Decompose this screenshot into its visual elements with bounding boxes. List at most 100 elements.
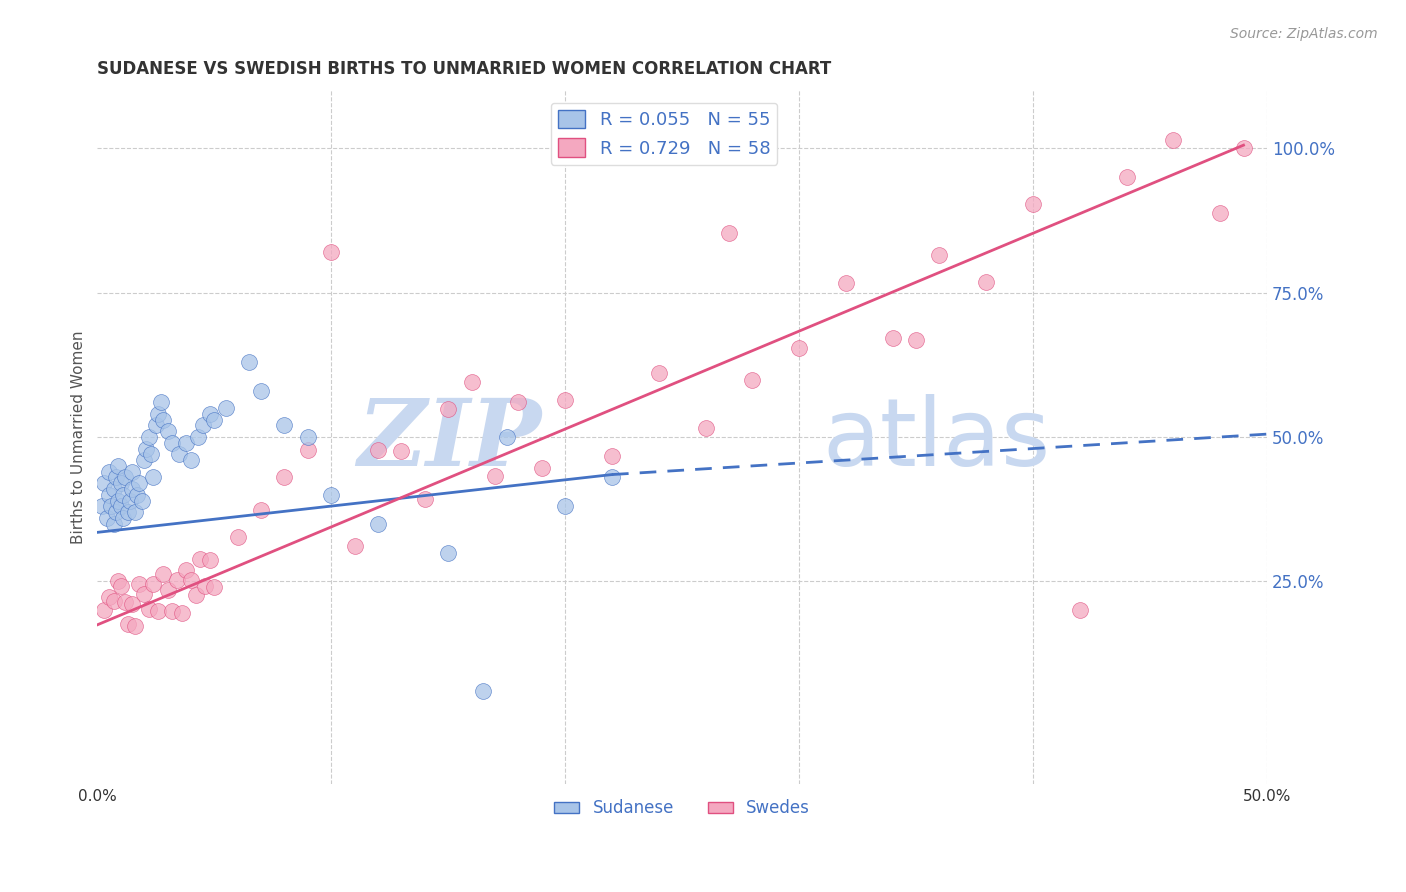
Point <box>554 393 576 408</box>
Point <box>146 604 169 618</box>
Point <box>127 488 149 502</box>
Point <box>156 582 179 597</box>
Point <box>174 563 197 577</box>
Legend: Sudanese, Swedes: Sudanese, Swedes <box>548 793 817 824</box>
Point <box>297 430 319 444</box>
Point <box>882 331 904 345</box>
Point <box>928 248 950 262</box>
Y-axis label: Births to Unmarried Women: Births to Unmarried Women <box>72 330 86 544</box>
Point <box>120 493 142 508</box>
Point <box>198 553 221 567</box>
Point <box>600 470 623 484</box>
Point <box>273 470 295 484</box>
Point <box>107 458 129 473</box>
Point <box>91 500 114 514</box>
Point <box>160 604 183 618</box>
Point <box>145 418 167 433</box>
Point <box>103 593 125 607</box>
Point <box>297 443 319 458</box>
Point <box>98 488 121 502</box>
Point <box>114 470 136 484</box>
Point <box>121 598 143 612</box>
Point <box>142 577 165 591</box>
Point <box>135 442 157 456</box>
Point <box>152 567 174 582</box>
Point <box>1209 206 1232 220</box>
Point <box>131 493 153 508</box>
Point <box>188 551 211 566</box>
Point <box>321 245 343 260</box>
Point <box>160 435 183 450</box>
Point <box>128 577 150 591</box>
Point <box>149 395 172 409</box>
Point <box>107 493 129 508</box>
Point <box>112 511 135 525</box>
Point <box>105 505 128 519</box>
Point <box>250 503 273 517</box>
Point <box>198 407 221 421</box>
Point <box>128 476 150 491</box>
Point <box>124 505 146 519</box>
Point <box>194 578 217 592</box>
Point <box>93 603 115 617</box>
Point <box>226 530 249 544</box>
Point <box>1115 169 1137 184</box>
Point <box>215 401 238 416</box>
Point <box>146 407 169 421</box>
Point <box>121 465 143 479</box>
Point <box>103 516 125 531</box>
Point <box>134 587 156 601</box>
Point <box>202 581 225 595</box>
Point <box>98 590 121 604</box>
Point <box>156 424 179 438</box>
Text: ZIP: ZIP <box>357 395 541 485</box>
Point <box>695 421 717 435</box>
Point <box>184 588 207 602</box>
Point <box>273 418 295 433</box>
Point <box>1232 141 1254 155</box>
Point <box>124 619 146 633</box>
Point <box>191 418 214 433</box>
Point <box>787 342 810 356</box>
Point <box>343 539 366 553</box>
Point <box>460 375 482 389</box>
Point <box>110 579 132 593</box>
Point <box>1022 197 1045 211</box>
Point <box>93 476 115 491</box>
Point <box>152 412 174 426</box>
Point <box>437 401 460 416</box>
Point <box>96 511 118 525</box>
Point <box>170 606 193 620</box>
Point <box>110 476 132 491</box>
Point <box>114 594 136 608</box>
Point <box>472 684 495 698</box>
Point <box>107 574 129 589</box>
Text: SUDANESE VS SWEDISH BIRTHS TO UNMARRIED WOMEN CORRELATION CHART: SUDANESE VS SWEDISH BIRTHS TO UNMARRIED … <box>97 60 831 78</box>
Point <box>121 482 143 496</box>
Point <box>174 435 197 450</box>
Point <box>437 545 460 559</box>
Point <box>905 333 928 347</box>
Point <box>100 500 122 514</box>
Point <box>413 492 436 507</box>
Point <box>180 573 202 587</box>
Point <box>508 395 530 409</box>
Point <box>117 505 139 519</box>
Point <box>166 573 188 587</box>
Point <box>648 366 671 380</box>
Point <box>117 616 139 631</box>
Point <box>105 470 128 484</box>
Point <box>238 355 260 369</box>
Point <box>134 453 156 467</box>
Point <box>1069 603 1091 617</box>
Point <box>741 373 763 387</box>
Point <box>367 442 389 457</box>
Point <box>187 430 209 444</box>
Point <box>495 430 517 444</box>
Point <box>717 227 740 241</box>
Point <box>250 384 273 398</box>
Point <box>367 516 389 531</box>
Point <box>110 500 132 514</box>
Point <box>98 465 121 479</box>
Point <box>167 447 190 461</box>
